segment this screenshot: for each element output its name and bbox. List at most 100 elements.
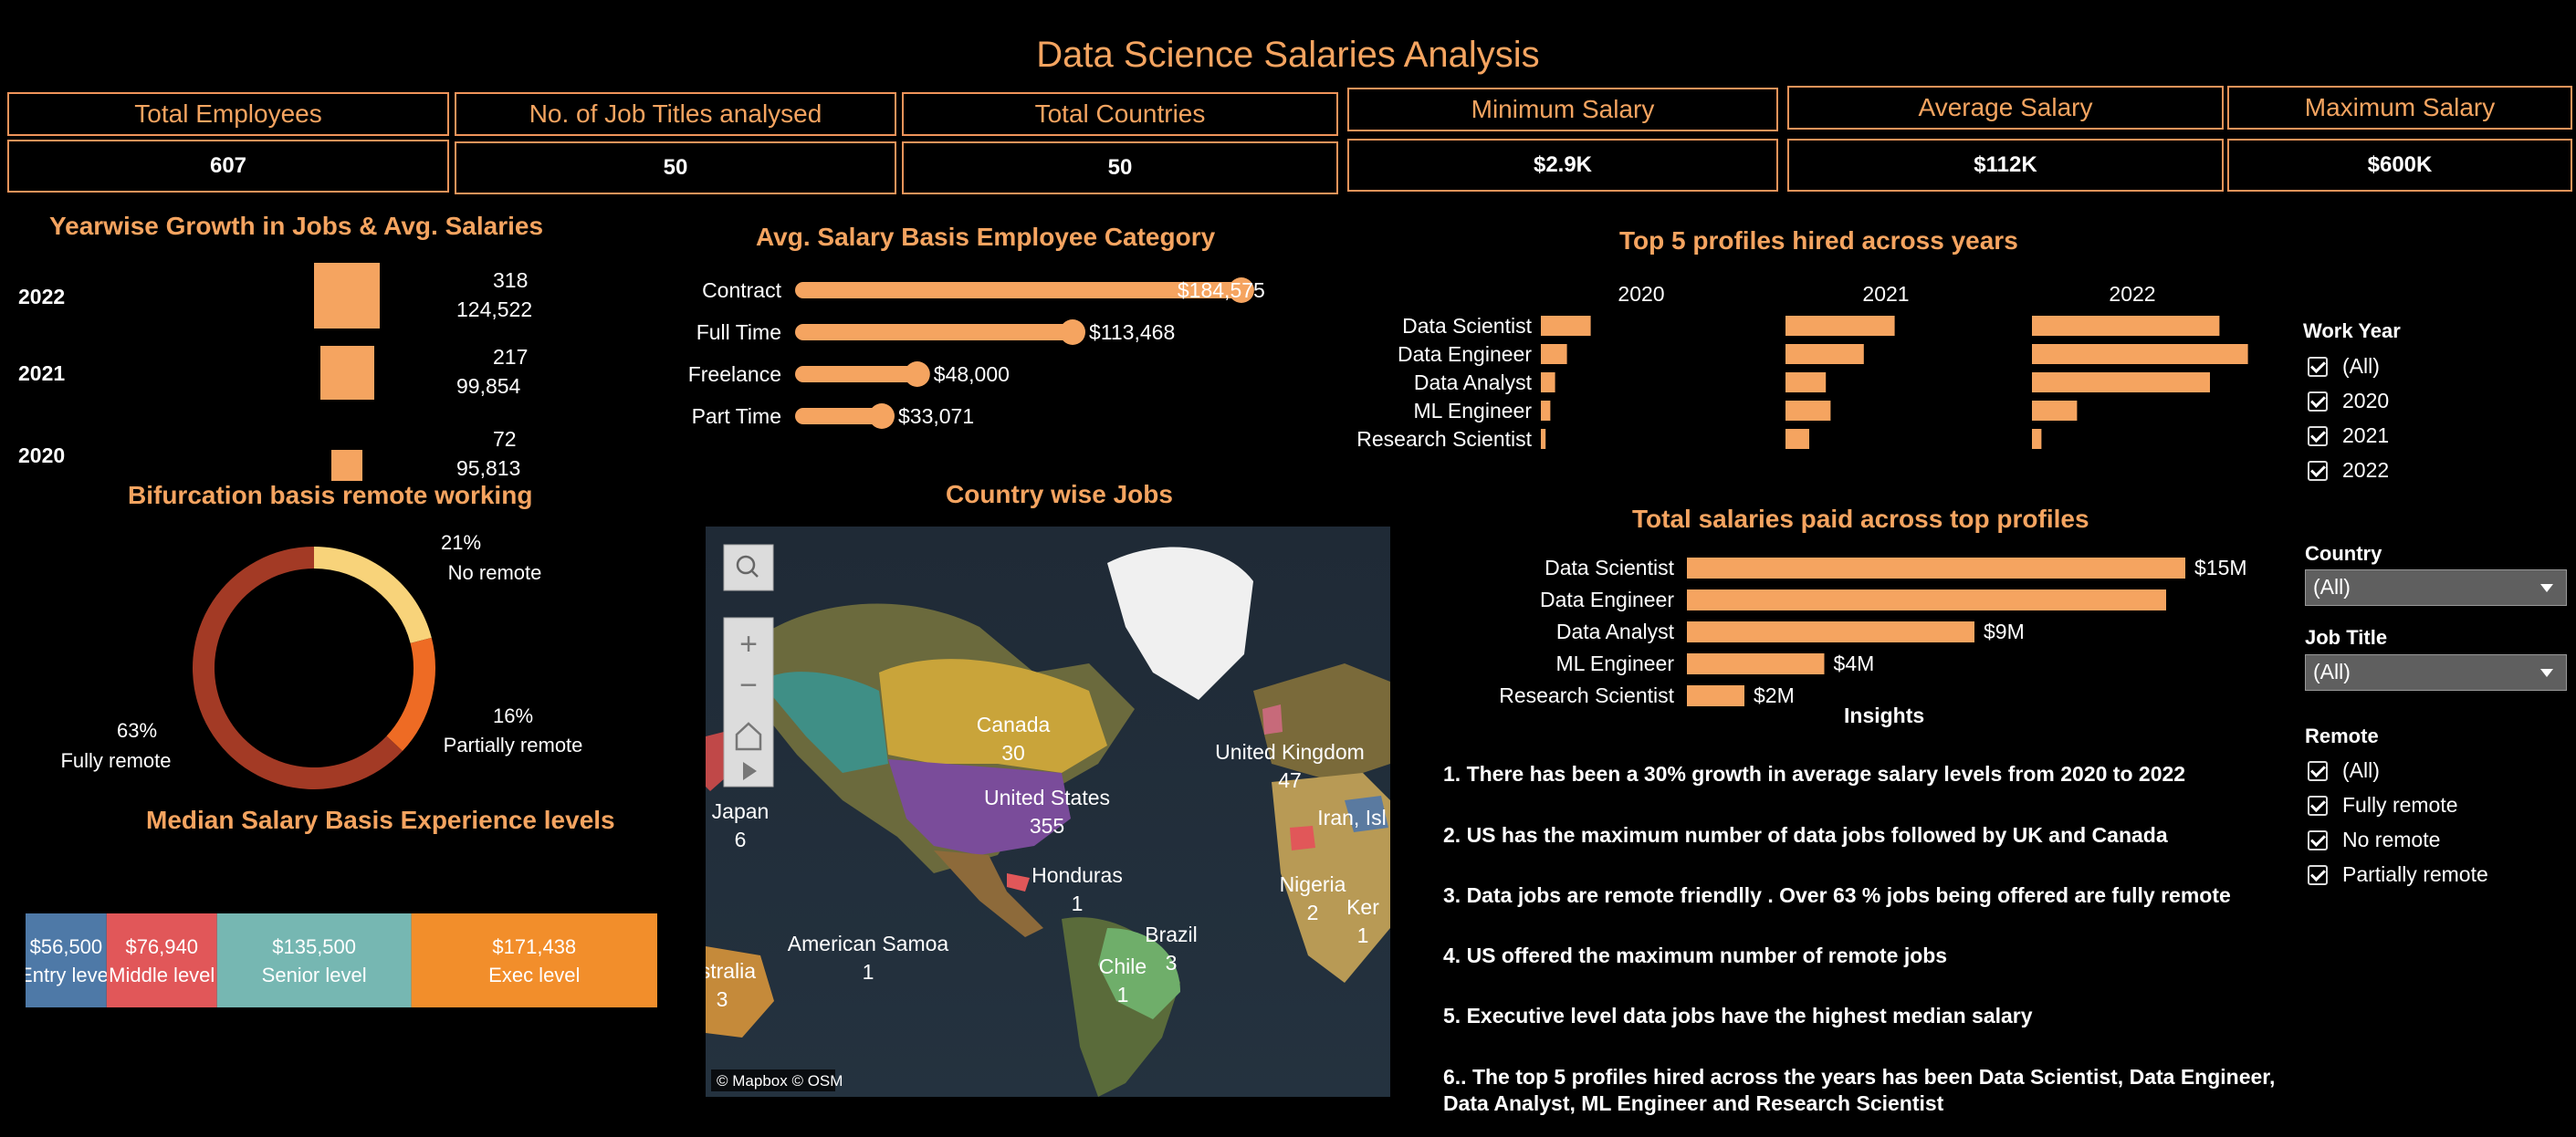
remote-filter-title: Remote bbox=[2305, 725, 2379, 747]
work-year-option[interactable]: (All) bbox=[2308, 354, 2380, 379]
remote-option-label: Fully remote bbox=[2342, 793, 2458, 817]
remote-option[interactable]: Fully remote bbox=[2308, 793, 2458, 818]
land-canada bbox=[879, 659, 1107, 773]
experience-title: Median Salary Basis Experience levels bbox=[146, 806, 615, 834]
experience-chart: $56,500 Entry level $76,940 Middle level $13… bbox=[26, 913, 657, 1007]
top5-bar bbox=[1541, 429, 1546, 449]
checkbox-checked-icon[interactable] bbox=[2308, 864, 2328, 885]
checkbox-checked-icon[interactable] bbox=[2308, 829, 2328, 850]
top5-chart: 2020 2021 2022 Data Scientist Data Engineer D… bbox=[1356, 282, 2248, 451]
top5-bar bbox=[1785, 429, 1809, 449]
kpi-job-titles-value: 50 bbox=[455, 141, 896, 194]
kpi-total-countries-label: Total Countries bbox=[902, 92, 1338, 136]
insight-item: 5. Executive level data jobs have the hi… bbox=[1443, 1004, 2033, 1027]
checkbox-checked-icon[interactable] bbox=[2308, 425, 2328, 446]
yearwise-title: Yearwise Growth in Jobs & Avg. Salaries bbox=[49, 212, 544, 240]
country-filter-title: Country bbox=[2305, 542, 2382, 565]
top5-year-header: 2021 bbox=[1862, 282, 1909, 306]
year-avg-salary-value: 95,813 bbox=[456, 456, 521, 480]
kpi-job-titles-label: No. of Job Titles analysed bbox=[455, 92, 896, 136]
year-avg-salary-value: 124,522 bbox=[456, 297, 533, 321]
work-year-option[interactable]: 2022 bbox=[2308, 458, 2389, 483]
total-salaries-label: Data Analyst bbox=[1556, 620, 1675, 643]
land-nigeria bbox=[1290, 826, 1315, 850]
experience-level-name: Exec level bbox=[488, 964, 580, 986]
total-salaries-label: Data Engineer bbox=[1540, 588, 1674, 611]
work-year-option-label: 2020 bbox=[2342, 389, 2390, 412]
country-dropdown[interactable]: (All) bbox=[2305, 569, 2567, 606]
employee-category-dot bbox=[1228, 277, 1254, 303]
land-europe bbox=[1253, 663, 1390, 782]
total-salaries-title: Total salaries paid across top profiles bbox=[1632, 505, 2089, 533]
remote-split-slice bbox=[314, 547, 432, 643]
year-jobs-value: 72 bbox=[493, 427, 517, 451]
top5-profile-label: Data Engineer bbox=[1398, 342, 1532, 366]
year-label: 2020 bbox=[18, 443, 66, 467]
checkbox-checked-icon[interactable] bbox=[2308, 760, 2328, 781]
experience-value: $135,500 bbox=[272, 935, 356, 958]
remote-split-name: No remote bbox=[448, 561, 542, 584]
remote-split-pct: 16% bbox=[493, 704, 533, 727]
insight-item: 6.. The top 5 profiles hired across the … bbox=[1443, 1065, 2276, 1089]
remote-option[interactable]: No remote bbox=[2308, 828, 2440, 852]
map-country-label: Honduras bbox=[1031, 863, 1123, 887]
job-title-dropdown[interactable]: (All) bbox=[2305, 654, 2567, 691]
total-salaries-bar bbox=[1687, 685, 1744, 706]
top5-profile-label: Data Scientist bbox=[1402, 314, 1533, 338]
employee-category-value: $48,000 bbox=[934, 362, 1010, 386]
remote-split-slice bbox=[386, 637, 435, 752]
total-salaries-value: $9M bbox=[1984, 620, 2025, 643]
remote-split-title: Bifurcation basis remote working bbox=[128, 481, 533, 509]
checkbox-checked-icon[interactable] bbox=[2308, 460, 2328, 481]
remote-split-name: Partially remote bbox=[444, 734, 583, 756]
remote-option[interactable]: (All) bbox=[2308, 758, 2380, 783]
top5-bar bbox=[1785, 316, 1895, 336]
map-country-label: Chile bbox=[1099, 954, 1147, 978]
land-honduras bbox=[1007, 873, 1030, 892]
chevron-down-icon bbox=[2540, 584, 2553, 592]
map-zoom-toolbar bbox=[723, 617, 774, 788]
map-country-count: 1 bbox=[1072, 892, 1084, 915]
checkbox-checked-icon[interactable] bbox=[2308, 391, 2328, 412]
kpi-total-countries-value: 50 bbox=[902, 141, 1338, 194]
dashboard-title: Data Science Salaries Analysis bbox=[1036, 35, 1540, 75]
remote-option-label: Partially remote bbox=[2342, 862, 2488, 886]
kpi-max-salary-value: $600K bbox=[2227, 139, 2572, 192]
top5-bar bbox=[1541, 372, 1555, 392]
total-salaries-bar bbox=[1687, 589, 2166, 610]
checkbox-checked-icon[interactable] bbox=[2308, 795, 2328, 816]
remote-split-pct: 21% bbox=[441, 531, 481, 554]
year-jobs-bar bbox=[319, 345, 374, 400]
map-country-label: United Kingdom bbox=[1215, 740, 1365, 764]
remote-option-label: No remote bbox=[2342, 828, 2441, 851]
top5-year-header: 2020 bbox=[1618, 282, 1664, 306]
country-dropdown-value: (All) bbox=[2313, 575, 2351, 599]
employee-category-label: Contract bbox=[702, 278, 782, 302]
top5-title: Top 5 profiles hired across years bbox=[1619, 226, 2018, 255]
top5-bar bbox=[2032, 344, 2248, 364]
map-country-count: 3 bbox=[1166, 951, 1178, 975]
experience-segment bbox=[26, 913, 107, 1007]
work-year-option[interactable]: 2020 bbox=[2308, 389, 2389, 413]
map-country-count: 6 bbox=[735, 828, 747, 851]
top5-bar bbox=[2032, 401, 2078, 421]
map-country-label: United States bbox=[984, 786, 1110, 809]
map-country-label: ustralia bbox=[706, 959, 756, 983]
home-icon bbox=[735, 722, 762, 751]
map-country-count: 1 bbox=[1357, 923, 1369, 947]
checkbox-checked-icon[interactable] bbox=[2308, 356, 2328, 377]
map-country-count: 1 bbox=[863, 960, 874, 984]
kpi-avg-salary-value: $112K bbox=[1787, 139, 2224, 192]
work-year-option[interactable]: 2021 bbox=[2308, 423, 2389, 448]
country-map[interactable]: Canada 30 United States 355 Honduras 1 United … bbox=[706, 527, 1390, 1097]
map-country-label: Brazil bbox=[1145, 923, 1198, 946]
experience-segment bbox=[216, 913, 412, 1007]
remote-option[interactable]: Partially remote bbox=[2308, 862, 2488, 887]
remote-split-slice bbox=[193, 547, 403, 789]
total-salaries-bar bbox=[1687, 653, 1825, 674]
kpi-max-salary-label: Maximum Salary bbox=[2227, 86, 2572, 130]
total-salaries-value: $4M bbox=[1834, 652, 1875, 675]
top5-bar bbox=[2032, 316, 2220, 336]
map-labels: Canada 30 United States 355 Honduras 1 United … bbox=[706, 713, 1387, 1011]
total-salaries-value: $15M bbox=[2194, 556, 2247, 579]
